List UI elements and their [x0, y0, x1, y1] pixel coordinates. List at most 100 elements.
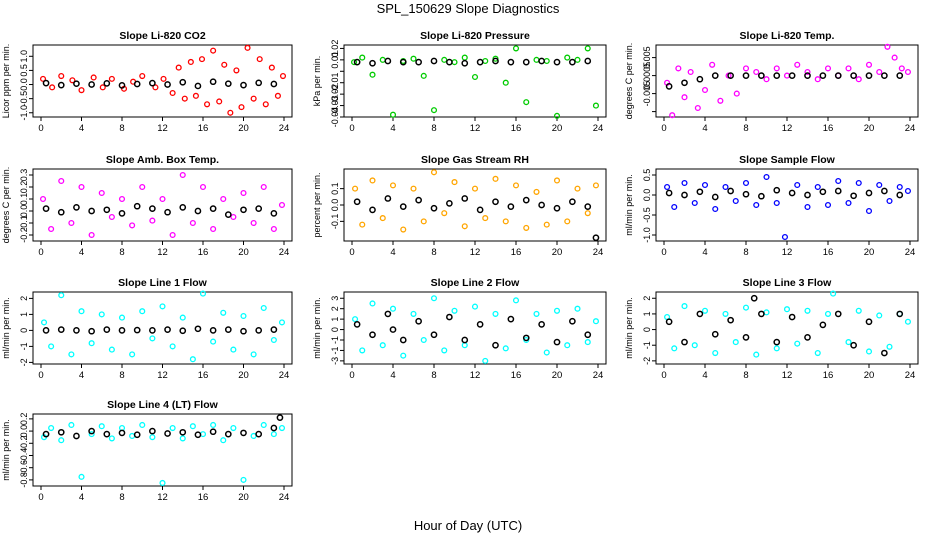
average-point	[592, 234, 600, 242]
data-point	[794, 181, 801, 189]
data-point	[69, 77, 76, 84]
data-point	[898, 65, 905, 72]
average-point	[788, 72, 796, 79]
data-point	[238, 104, 245, 111]
x-tick-label: 12	[782, 123, 793, 134]
average-point	[73, 80, 80, 88]
x-tick-label: 4	[79, 123, 84, 134]
y-tick-label: 0.0005	[642, 62, 652, 90]
data-point	[783, 72, 791, 79]
average-point	[461, 59, 469, 67]
average-point	[430, 204, 438, 212]
data-point	[804, 307, 811, 314]
average-point	[750, 294, 758, 302]
data-point	[98, 423, 105, 430]
data-point	[274, 92, 281, 99]
x-tick-label: 8	[431, 123, 436, 134]
average-point	[584, 331, 592, 339]
x-tick-label: 12	[470, 123, 481, 134]
data-point	[584, 45, 591, 52]
data-point	[230, 346, 237, 353]
data-point	[250, 351, 257, 358]
data-point	[742, 65, 750, 72]
data-point	[420, 336, 427, 344]
y-tick-label: 2	[19, 296, 29, 301]
data-point	[461, 54, 468, 61]
data-point	[199, 431, 207, 438]
average-point	[522, 334, 530, 342]
x-tick-label: 12	[470, 370, 481, 381]
panel-title: Slope Gas Stream RH	[421, 154, 529, 166]
x-tick-label: 24	[593, 247, 604, 258]
data-point	[129, 432, 136, 440]
data-point	[400, 226, 407, 233]
data-point	[564, 54, 571, 61]
y-tick-label: 2	[330, 306, 340, 311]
average-point	[584, 57, 592, 65]
average-point	[507, 315, 515, 323]
data-point	[268, 64, 275, 71]
average-point	[88, 327, 95, 335]
data-point	[227, 109, 234, 116]
average-point	[569, 58, 576, 66]
data-point	[712, 349, 719, 357]
data-point	[691, 342, 698, 349]
x-tick-label: 20	[864, 247, 875, 258]
average-point	[369, 59, 376, 67]
average-point	[507, 203, 515, 210]
data-point	[574, 185, 581, 192]
data-point	[410, 55, 417, 62]
data-point	[904, 318, 911, 325]
average-point	[353, 320, 361, 328]
data-point	[512, 182, 520, 189]
y-tick-label: -1.0	[19, 105, 29, 121]
x-tick-label: 8	[743, 370, 748, 381]
average-point	[240, 327, 247, 335]
x-tick-label: 20	[238, 247, 249, 258]
x-tick-label: 16	[198, 123, 209, 134]
average-point	[804, 334, 811, 341]
data-point	[204, 101, 211, 108]
average-point	[103, 206, 111, 214]
data-point	[410, 310, 417, 317]
y-tick-label: -3	[330, 357, 340, 365]
data-point	[461, 342, 468, 349]
average-point	[522, 58, 530, 66]
data-point	[369, 177, 376, 184]
data-point	[814, 183, 821, 191]
average-point	[73, 432, 80, 440]
data-point	[742, 304, 750, 311]
x-tick-label: 24	[905, 247, 916, 258]
y-tick-label: -0.005	[642, 81, 652, 107]
average-point	[711, 193, 719, 201]
data-point	[78, 308, 85, 315]
data-point	[471, 303, 479, 310]
average-point	[179, 204, 187, 211]
panel-title: Slope Amb. Box Temp.	[106, 154, 219, 166]
data-point	[139, 183, 146, 191]
x-tick-label: 8	[743, 247, 748, 258]
x-tick-label: 20	[864, 370, 875, 381]
data-point	[482, 57, 489, 65]
y-tick-label: 0.005	[642, 46, 652, 69]
average-point	[194, 207, 202, 215]
data-point	[369, 71, 376, 78]
data-point	[250, 219, 257, 227]
x-tick-label: 24	[279, 123, 290, 134]
x-tick-label: 12	[157, 492, 168, 503]
y-tick-label: -0.1	[19, 215, 29, 231]
x-tick-label: 0	[349, 247, 354, 258]
data-point	[584, 339, 591, 346]
data-point	[78, 473, 85, 480]
data-point	[471, 73, 479, 81]
x-tick-label: 24	[905, 370, 916, 381]
x-tick-label: 8	[119, 492, 124, 503]
average-point	[103, 326, 111, 333]
y-tick-label: 0.0	[642, 189, 652, 202]
plot-frame	[32, 291, 293, 365]
average-point	[369, 206, 376, 214]
y-tick-label: 0	[19, 328, 29, 333]
data-point	[441, 56, 448, 63]
